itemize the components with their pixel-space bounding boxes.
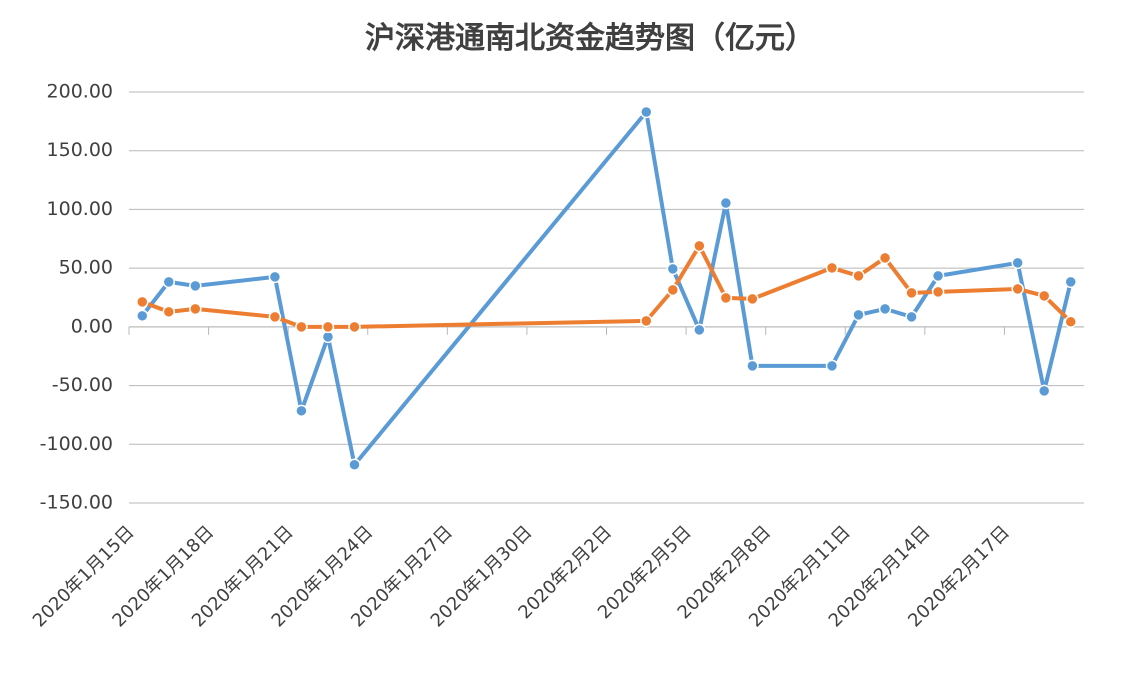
data-point	[905, 310, 918, 324]
chart-title: 沪深港通南北资金趋势图（亿元）	[365, 21, 815, 56]
data-point	[162, 305, 176, 319]
data-point	[746, 292, 759, 306]
data-point	[136, 295, 149, 309]
data-point	[931, 285, 945, 299]
data-point	[268, 310, 282, 324]
data-point	[905, 286, 918, 300]
y-tick-label: 100.00	[47, 198, 113, 220]
data-point	[719, 291, 733, 305]
data-point	[348, 320, 361, 334]
data-point	[1011, 282, 1024, 296]
y-tick-label: 50.00	[59, 257, 113, 279]
data-point	[348, 458, 361, 471]
data-point	[666, 262, 680, 276]
data-point	[931, 269, 945, 283]
data-point	[693, 323, 706, 337]
data-point	[693, 239, 706, 253]
series-line	[140, 109, 1073, 467]
data-point	[295, 404, 308, 418]
data-point	[162, 275, 176, 289]
data-point	[268, 270, 282, 284]
data-point	[746, 359, 759, 373]
data-point	[295, 320, 308, 334]
data-point	[321, 320, 335, 334]
data-point	[1064, 315, 1077, 329]
y-tick-label: -100.00	[40, 433, 113, 455]
data-point	[189, 279, 202, 293]
data-point	[852, 269, 865, 283]
y-tick-label: -50.00	[52, 374, 113, 396]
data-point	[825, 359, 839, 373]
y-tick-label: 150.00	[47, 139, 113, 161]
data-point	[640, 105, 653, 119]
data-point	[1037, 384, 1051, 398]
data-point	[1037, 289, 1051, 303]
data-point	[878, 302, 892, 316]
data-point	[640, 314, 653, 328]
data-point	[1011, 256, 1024, 270]
y-tick-label: -150.00	[40, 492, 113, 514]
data-point	[189, 302, 202, 316]
y-tick-label: 200.00	[47, 81, 113, 103]
data-point	[852, 308, 865, 322]
data-point	[878, 251, 892, 265]
data-point	[136, 309, 149, 323]
data-point	[666, 283, 680, 297]
data-point	[719, 196, 733, 210]
data-point	[1064, 275, 1077, 289]
data-point	[825, 261, 839, 275]
y-tick-label: 0.00	[71, 315, 113, 337]
